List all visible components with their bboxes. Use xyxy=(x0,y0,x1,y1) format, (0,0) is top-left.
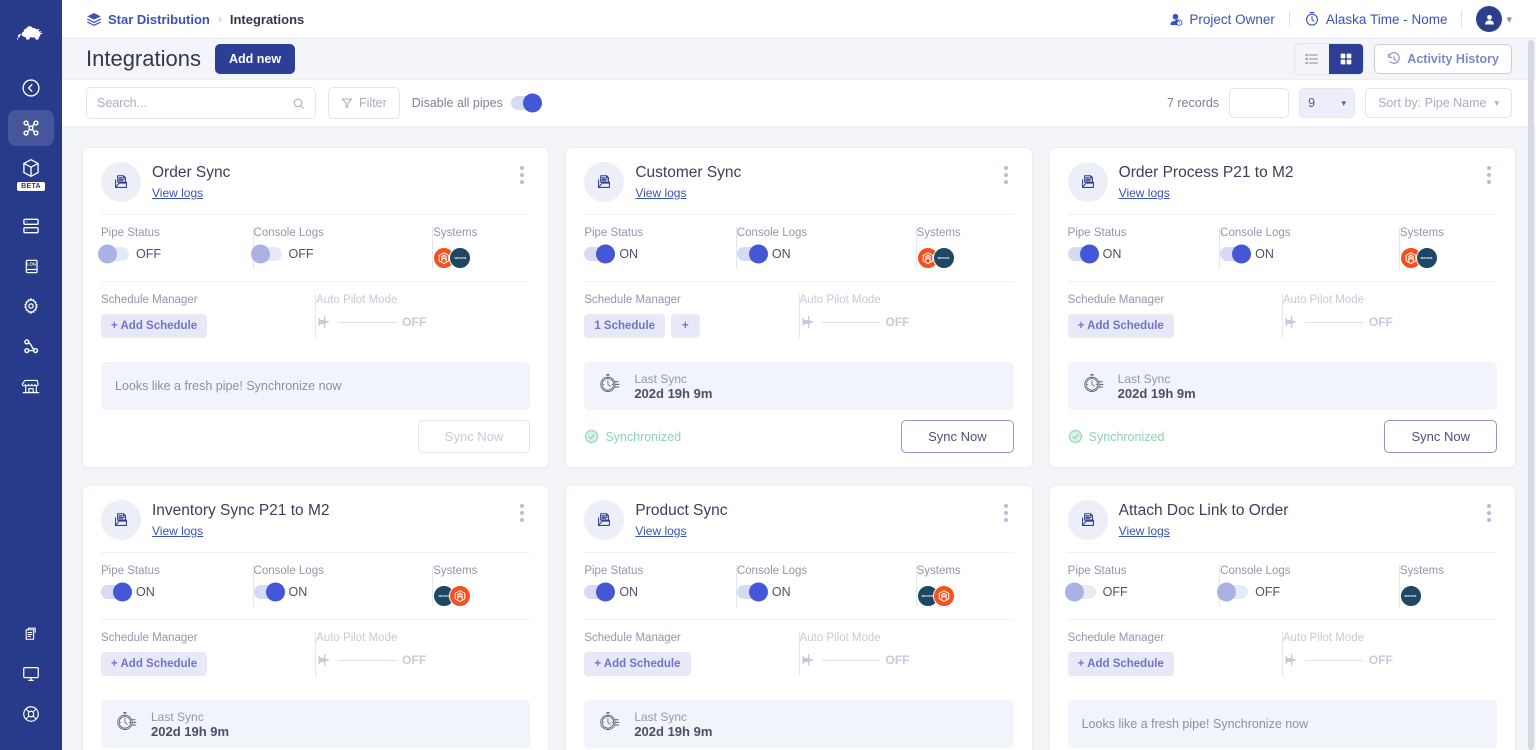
svg-text:LOG: LOG xyxy=(27,261,36,266)
svg-text:NETSUITE: NETSUITE xyxy=(938,257,950,260)
svg-text:NETSUITE: NETSUITE xyxy=(454,257,466,260)
svg-text:NETSUITE: NETSUITE xyxy=(1421,257,1433,260)
svg-text:NETSUITE: NETSUITE xyxy=(1405,595,1417,598)
